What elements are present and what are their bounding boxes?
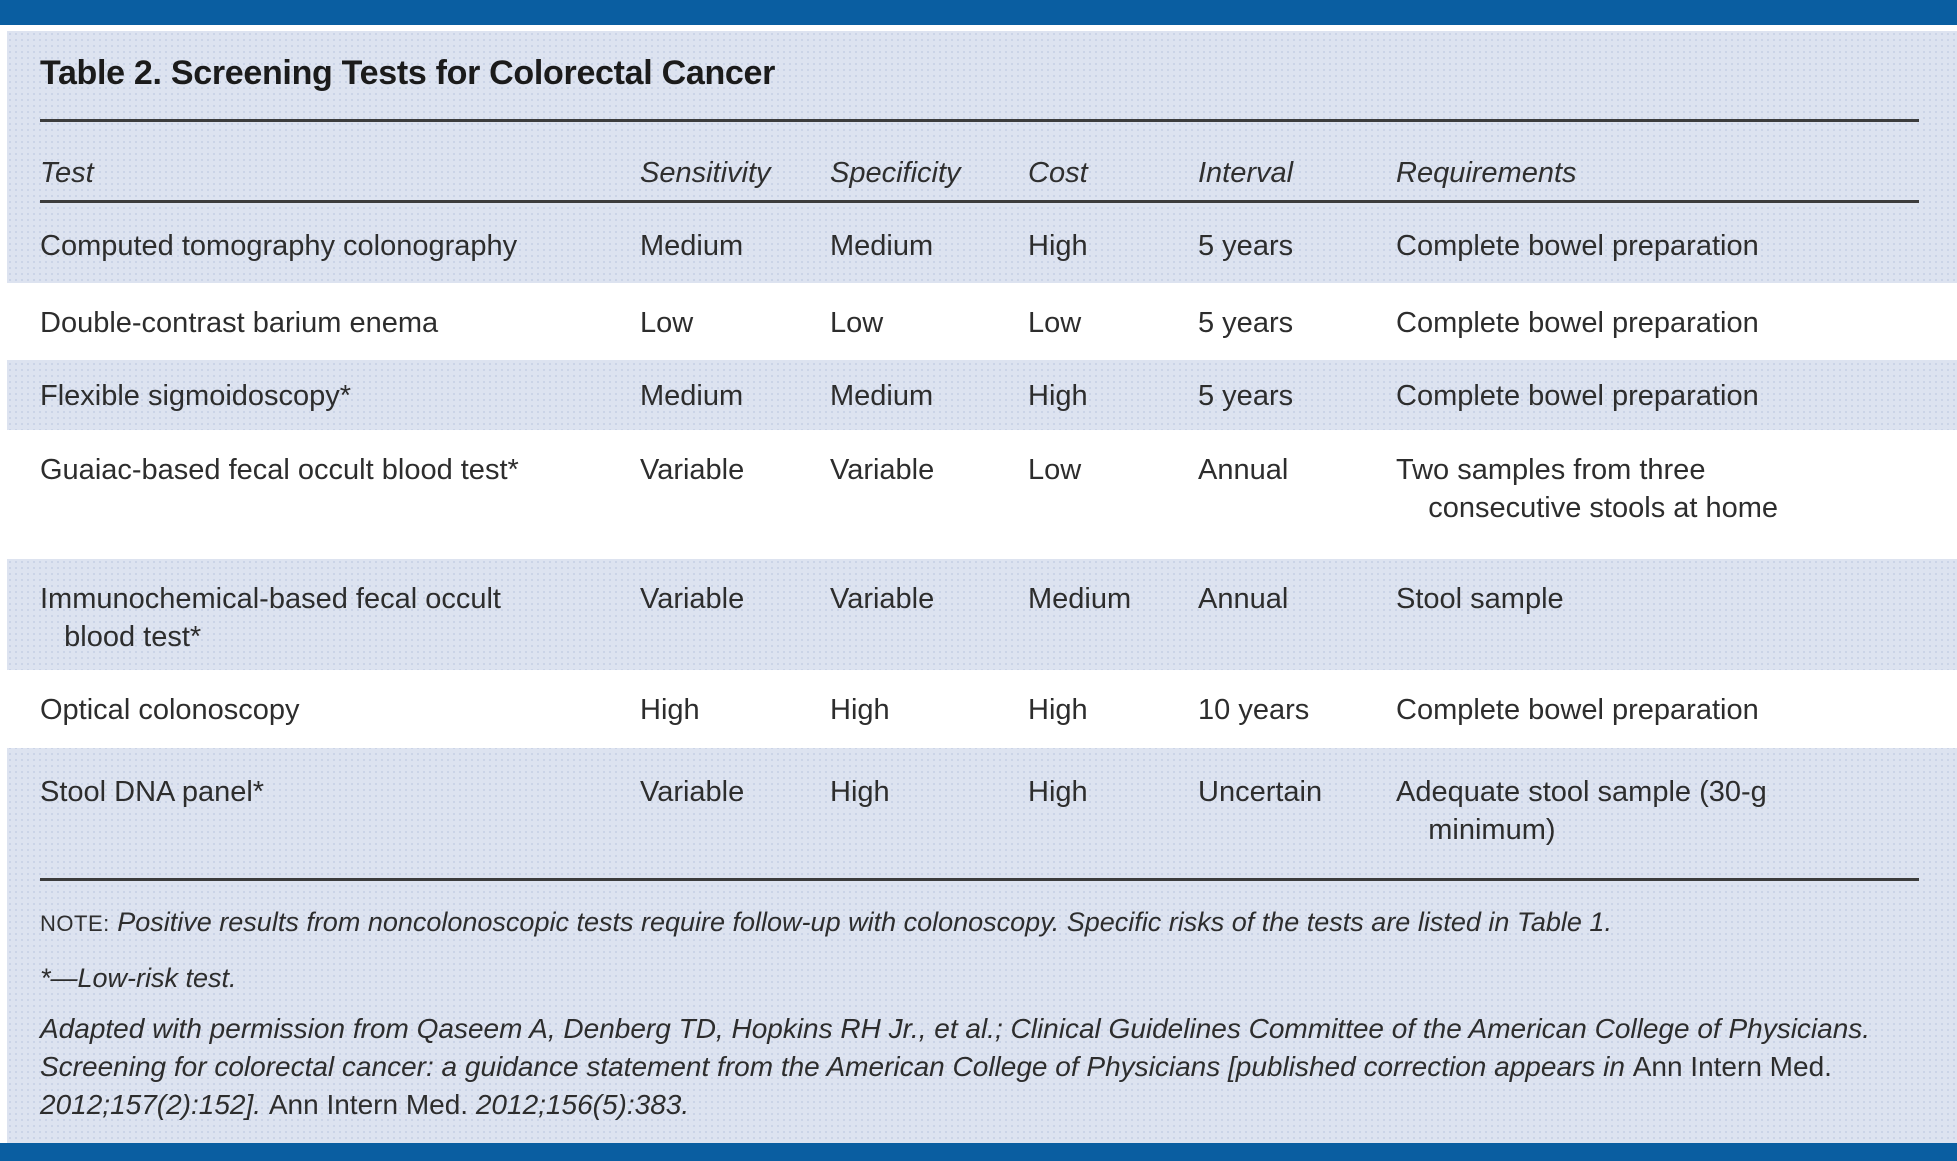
cell-requirements: Complete bowel preparation <box>1396 380 1759 412</box>
cell-cost: High <box>1028 380 1088 412</box>
cell-requirements: Two samples from three consecutive stool… <box>1396 454 1779 524</box>
asterisk-footnote: *—Low-risk test. <box>40 963 237 993</box>
cell-interval: 5 years <box>1198 380 1294 412</box>
table-footnotes: NOTE: Positive results from noncolonosco… <box>40 906 1897 1124</box>
cell-specificity: High <box>830 776 890 808</box>
column-header-requirements: Requirements <box>1396 157 1577 189</box>
cell-requirements: Adequate stool sample (30-g minimum) <box>1396 776 1767 846</box>
cell-specificity: Variable <box>830 583 935 615</box>
table-bottom-rule <box>40 878 1919 881</box>
cell-test: Optical colonoscopy <box>40 694 300 726</box>
note-line: NOTE: Positive results from noncolonosco… <box>40 906 1897 940</box>
cell-specificity: Variable <box>830 454 935 486</box>
cell-interval: Uncertain <box>1198 776 1323 808</box>
column-header-cost: Cost <box>1028 157 1088 189</box>
note-label: NOTE: <box>40 911 110 936</box>
table-row: Stool DNA panel* Variable High High Unce… <box>7 748 1957 878</box>
cell-sensitivity: Variable <box>640 583 745 615</box>
cell-specificity: Medium <box>830 230 934 262</box>
table-body: Computed tomography colonography Medium … <box>7 203 1957 878</box>
cell-interval: 5 years <box>1198 307 1294 339</box>
table-row: Immunochemical-based fecal occult blood … <box>7 559 1957 670</box>
cell-interval: 10 years <box>1198 694 1310 726</box>
cell-interval: Annual <box>1198 583 1289 615</box>
table-header-row: Test Sensitivity Specificity Cost Interv… <box>7 122 1957 200</box>
table-row: Flexible sigmoidoscopy* Medium Medium Hi… <box>7 360 1957 430</box>
table-row: Computed tomography colonography Medium … <box>7 203 1957 283</box>
cell-requirements: Complete bowel preparation <box>1396 307 1759 339</box>
column-header-specificity: Specificity <box>830 157 961 189</box>
attribution-citation: Adapted with permission from Qaseem A, D… <box>40 1013 1871 1120</box>
cell-test: Flexible sigmoidoscopy* <box>40 380 352 412</box>
cell-test: Immunochemical-based fecal occult blood … <box>40 583 501 653</box>
cell-specificity: Low <box>830 307 884 339</box>
cell-cost: Low <box>1028 307 1082 339</box>
cell-sensitivity: Low <box>640 307 694 339</box>
cell-sensitivity: Medium <box>640 380 744 412</box>
cell-requirements: Stool sample <box>1396 583 1564 615</box>
cell-cost: Low <box>1028 454 1082 486</box>
cell-specificity: Medium <box>830 380 934 412</box>
table-row: Guaiac-based fecal occult blood test* Va… <box>7 430 1957 559</box>
cell-cost: High <box>1028 776 1088 808</box>
table-panel: Table 2. Screening Tests for Colorectal … <box>7 31 1957 1143</box>
top-accent-bar <box>0 0 1957 25</box>
cell-interval: Annual <box>1198 454 1289 486</box>
cell-test: Computed tomography colonography <box>40 230 518 262</box>
column-header-sensitivity: Sensitivity <box>640 157 771 189</box>
cell-cost: High <box>1028 694 1088 726</box>
cell-test: Stool DNA panel* <box>40 776 265 808</box>
cell-interval: 5 years <box>1198 230 1294 262</box>
cell-requirements: Complete bowel preparation <box>1396 694 1759 726</box>
bottom-accent-bar <box>0 1143 1957 1161</box>
table-row: Optical colonoscopy High High High 10 ye… <box>7 670 1957 748</box>
title-rule <box>40 119 1919 122</box>
note-text: Positive results from noncolonoscopic te… <box>117 907 1612 937</box>
table-title: Table 2. Screening Tests for Colorectal … <box>40 54 776 92</box>
table-row: Double-contrast barium enema Low Low Low… <box>7 283 1957 360</box>
cell-sensitivity: Medium <box>640 230 744 262</box>
cell-test: Double-contrast barium enema <box>40 307 439 339</box>
cell-sensitivity: Variable <box>640 776 745 808</box>
cell-test: Guaiac-based fecal occult blood test* <box>40 454 519 486</box>
header-rule <box>40 200 1919 203</box>
cell-requirements: Complete bowel preparation <box>1396 230 1759 262</box>
cell-sensitivity: Variable <box>640 454 745 486</box>
cell-cost: High <box>1028 230 1088 262</box>
cell-cost: Medium <box>1028 583 1132 615</box>
cell-sensitivity: High <box>640 694 700 726</box>
column-header-interval: Interval <box>1198 157 1294 189</box>
cell-specificity: High <box>830 694 890 726</box>
column-header-test: Test <box>40 157 94 189</box>
